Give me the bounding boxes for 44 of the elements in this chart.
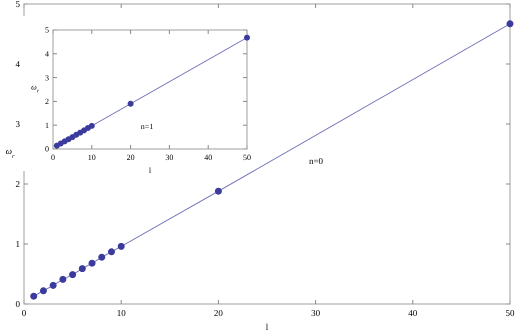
y-tick-label: 3 (16, 119, 20, 129)
point (59, 276, 66, 283)
x-tick-label: 30 (311, 308, 321, 318)
annotation: n=1 (140, 122, 154, 131)
x-tick-label: 10 (88, 153, 96, 162)
y-tick-label: 3 (45, 73, 49, 82)
point (244, 34, 250, 41)
point (98, 254, 106, 261)
point (50, 282, 57, 289)
point (128, 100, 134, 107)
x-tick-label: 20 (126, 153, 135, 162)
y-tick-label: 0 (16, 299, 20, 309)
point (69, 271, 76, 278)
point (78, 265, 86, 272)
x-tick-label: 40 (408, 308, 418, 318)
x-axis-title: l (148, 166, 152, 175)
x-tick-label: 50 (506, 308, 515, 318)
annotation: n=0 (308, 156, 324, 166)
y-tick-label: 2 (45, 97, 49, 106)
point (108, 248, 115, 256)
x-axis-title: l (266, 322, 269, 332)
x-tick-label: 30 (165, 153, 174, 162)
y-tick-label: 5 (16, 0, 20, 9)
y-axis-title: ω$_{r}$ (31, 82, 40, 94)
x-tick-label: 10 (116, 308, 126, 318)
x-tick-label: 20 (214, 308, 224, 318)
y-axis-title: ω$_{r}$ (6, 146, 15, 160)
y-tick-label: 2 (16, 179, 20, 189)
y-tick-label: 1 (45, 120, 49, 130)
y-tick-label: 0 (45, 144, 49, 154)
point (506, 20, 514, 28)
x-tick-label: 0 (51, 153, 55, 162)
point (40, 287, 47, 294)
x-tick-label: 50 (243, 153, 251, 162)
y-tick-label: 5 (45, 26, 49, 35)
y-tick-label: 4 (16, 59, 20, 69)
point (88, 122, 95, 129)
point (88, 260, 96, 267)
y-tick-label: 4 (45, 49, 49, 58)
point (30, 292, 38, 300)
point (214, 188, 222, 195)
y-tick-label: 1 (16, 239, 20, 249)
x-tick-label: 40 (204, 153, 212, 162)
point (118, 242, 125, 250)
